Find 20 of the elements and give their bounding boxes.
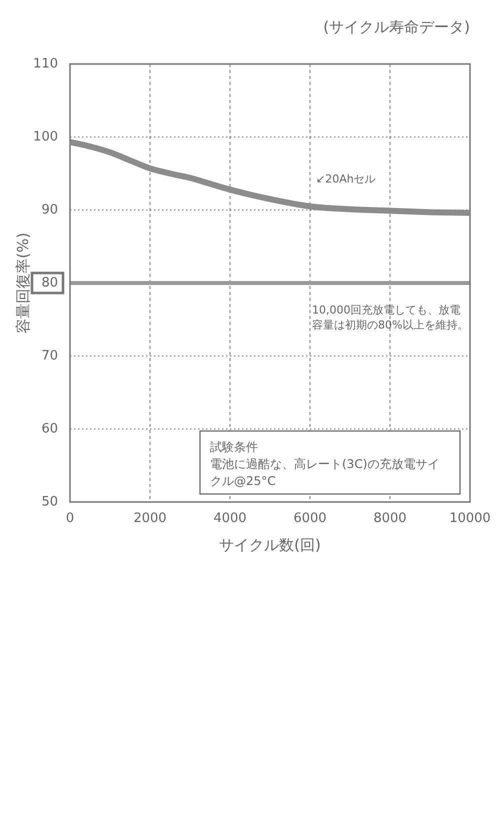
y-tick-label: 110 xyxy=(33,56,58,72)
annotation: 10,000回充放電しても、放電容量は初期の80%以上を維持。 xyxy=(312,304,468,332)
x-tick-label: 10000 xyxy=(449,511,491,526)
x-tick-label: 0 xyxy=(66,511,74,526)
y-tick-label: 50 xyxy=(41,494,58,510)
annotation: 試験条件 xyxy=(210,440,258,454)
annotation: 電池に過酷な、高レート(3C)の充放電サイクル@25°C xyxy=(210,457,440,488)
x-tick-label: 4000 xyxy=(213,511,247,526)
x-tick-label: 2000 xyxy=(133,511,167,526)
y-tick-label: 70 xyxy=(41,348,58,364)
y-axis-title: 容量回復率(%) xyxy=(14,232,32,334)
x-axis-title: サイクル数(回) xyxy=(219,536,321,554)
y-tick-label: 90 xyxy=(41,202,58,218)
x-tick-label: 8000 xyxy=(373,511,407,526)
y-tick-label: 100 xyxy=(33,130,58,145)
y-tick-label: 80 xyxy=(41,276,58,291)
chart-title: (サイクル寿命データ) xyxy=(323,18,470,36)
y-tick-label: 60 xyxy=(41,422,58,437)
x-tick-label: 6000 xyxy=(293,511,327,526)
annotation: ↙20Ahセル xyxy=(316,172,376,186)
